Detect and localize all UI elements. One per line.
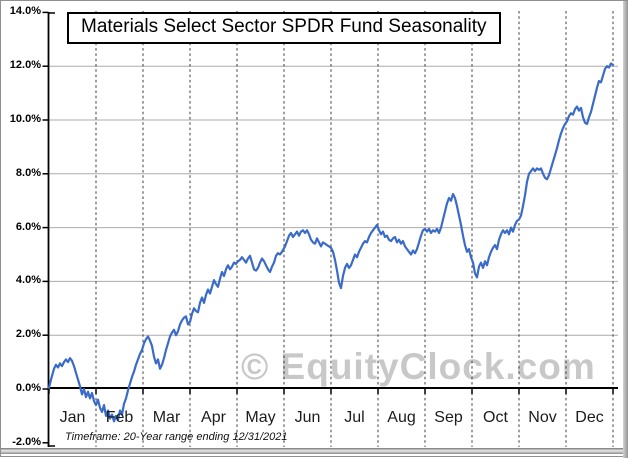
y-tick-label: 8.0%	[15, 166, 41, 179]
month-label-may: May	[245, 409, 276, 426]
y-tick-label: 12.0%	[9, 59, 41, 72]
month-label-sep: Sep	[434, 409, 463, 426]
month-label-jun: Jun	[294, 409, 321, 426]
equityclock-watermark: © EquityClock.com	[241, 346, 596, 387]
y-tick-label: -2.0%	[12, 435, 41, 448]
month-label-nov: Nov	[528, 409, 557, 426]
month-label-feb: Feb	[105, 409, 134, 426]
month-label-dec: Dec	[575, 409, 604, 426]
month-label-jul: Jul	[344, 409, 365, 426]
y-tick-label: 4.0%	[15, 274, 41, 287]
month-label-aug: Aug	[387, 409, 416, 426]
y-tick-label: 14.0%	[9, 5, 41, 18]
month-label-mar: Mar	[152, 409, 181, 426]
month-label-jan: Jan	[59, 409, 86, 426]
y-tick-label: 10.0%	[9, 113, 41, 125]
month-label-oct: Oct	[483, 409, 508, 426]
seasonality-series-line	[47, 62, 615, 423]
y-tick-label: 6.0%	[15, 220, 41, 233]
month-label-apr: Apr	[201, 409, 226, 426]
right-edge-bevel	[623, 1, 628, 458]
y-tick-label: 0.0%	[15, 382, 41, 394]
chart-title: Materials Select Sector SPDR Fund Season…	[67, 12, 501, 44]
bottom-divider-bar	[1, 448, 628, 454]
timeframe-note: Timeframe: 20-Year range ending 12/31/20…	[65, 431, 288, 443]
y-tick-label: 2.0%	[15, 328, 41, 341]
